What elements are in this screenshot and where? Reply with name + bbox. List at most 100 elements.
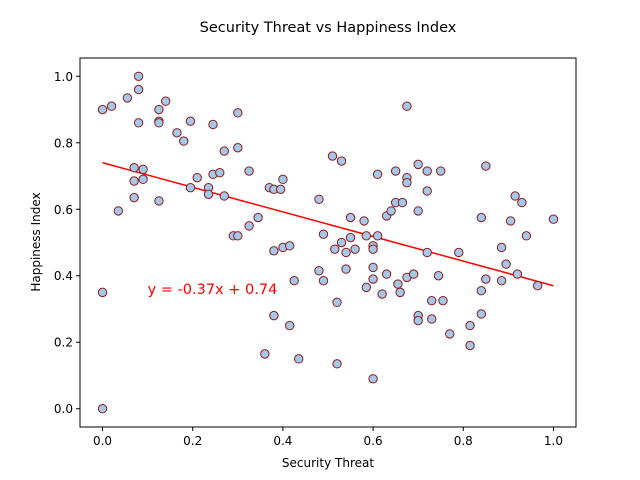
x-tick-label: 0.8 [454,434,473,448]
data-point [138,174,148,185]
data-point [505,216,516,226]
y-tick-label: 0.0 [54,402,73,416]
data-point [512,269,523,279]
data-point [532,281,543,291]
data-point [433,271,444,281]
data-point [476,309,487,319]
data-point [314,194,324,204]
data-point [413,159,423,170]
data-point [269,246,279,256]
data-point [106,101,117,111]
data-point [402,177,412,188]
data-point [341,247,351,258]
axes: 0.0 0.2 0.4 0.6 0.8 1.0 0.0 0.2 0.4 0.6 0.8 1.0 [54,57,577,448]
data-point [422,186,432,196]
data-point [501,259,511,269]
y-tick-label: 0.2 [54,336,73,350]
data-point [253,212,263,223]
data-point [185,116,196,126]
data-point [314,266,324,276]
data-point [208,119,218,130]
data-point [359,216,369,226]
data-point [289,276,299,286]
data-point [395,287,405,298]
data-point [548,214,559,224]
data-point [154,118,164,128]
data-point [381,269,392,279]
data-point [138,164,148,175]
x-tick-label: 0.2 [183,434,202,448]
data-point [133,71,144,81]
data-point [496,276,507,286]
data-point [133,84,144,95]
data-point [154,104,164,115]
data-point [377,289,387,299]
data-point [438,295,448,306]
data-point [465,340,475,351]
data-point [372,231,383,241]
data-point [454,247,464,258]
chart-title: Security Threat vs Happiness Index [200,20,457,36]
data-point [402,101,412,111]
data-point [510,191,520,201]
x-tick-label: 0.0 [93,434,112,448]
data-point [154,196,164,206]
data-point [160,96,171,106]
data-point [172,128,182,138]
data-point [481,274,491,284]
data-point [465,320,475,331]
data-point [336,237,347,248]
data-point [122,93,133,103]
data-point [368,274,378,284]
data-point [97,287,108,298]
data-point [192,172,202,183]
data-point [476,286,487,296]
data-point [275,184,286,195]
data-point [386,206,396,216]
data-point [332,297,342,308]
data-point [185,182,196,193]
data-point [332,359,342,369]
data-point [284,320,295,331]
data-point [345,212,356,223]
data-point [318,276,329,286]
data-point [341,264,351,274]
data-point [113,206,124,216]
y-tick-label: 0.4 [54,269,73,283]
data-point [408,269,419,279]
data-point [361,231,372,241]
data-point [445,329,455,339]
data-point [278,174,288,185]
data-point [330,244,340,254]
data-point [293,354,304,364]
data-point [517,197,527,208]
data-point [368,262,378,273]
data-point [269,310,279,321]
data-point [336,156,347,166]
data-point [481,161,491,171]
data-point [318,229,329,239]
data-point [179,136,189,146]
data-point [436,166,446,176]
x-tick-label: 1.0 [544,434,563,448]
y-axis-label: Happiness Index [29,192,43,291]
data-point [244,166,254,176]
y-tick-label: 0.6 [54,203,73,217]
data-point [397,197,408,208]
data-point [284,241,295,251]
fit-line [102,161,554,287]
data-point [233,231,243,241]
data-point [244,221,254,231]
data-point [413,206,423,216]
x-axis-label: Security Threat [282,456,374,470]
data-point [350,244,360,254]
data-point [427,314,437,324]
data-point [215,167,225,178]
data-point [129,192,139,203]
data-point [219,146,229,156]
data-point [129,163,139,173]
data-point [413,315,423,326]
x-tick-label: 0.6 [364,434,383,448]
